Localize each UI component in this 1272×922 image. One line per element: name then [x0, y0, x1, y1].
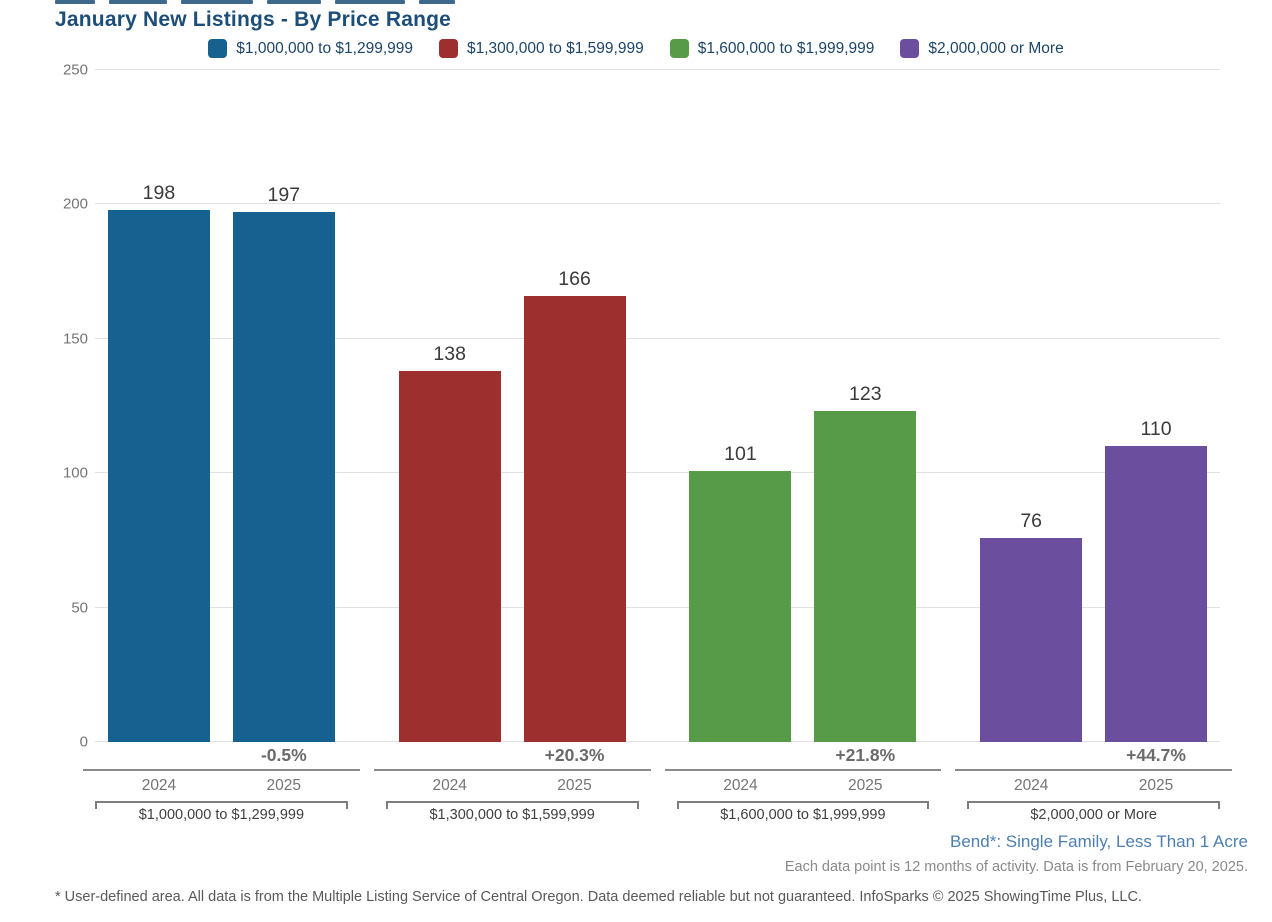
axis-group: +20.3% 2024 2025 $1,300,000 to $1,599,999	[373, 742, 651, 828]
bar-value-label: 76	[1020, 509, 1043, 532]
legend-item: $1,300,000 to $1,599,999	[439, 39, 644, 58]
bar-2025: 166	[523, 268, 626, 742]
x-axis: -0.5% 2024 2025 $1,000,000 to $1,299,999 +20…	[83, 742, 1232, 828]
legend-swatch-icon	[669, 39, 689, 58]
gridline	[95, 606, 1220, 608]
gridline	[95, 741, 1220, 742]
bar-value-label: 138	[433, 343, 466, 366]
y-tick-label: 0	[79, 733, 88, 751]
bars-row: 198 197 138 166 101 123 76 110	[95, 70, 1220, 742]
plot-area: 198 197 138 166 101 123 76 110	[95, 69, 1220, 742]
legend-item: $2,000,000 or More	[900, 39, 1064, 58]
y-tick-label: 200	[62, 195, 88, 213]
axis-group: -0.5% 2024 2025 $1,000,000 to $1,299,999	[83, 742, 360, 828]
bar-2024: 101	[689, 443, 792, 742]
bar-rect	[814, 411, 917, 742]
pct-change-label: +21.8%	[835, 745, 896, 765]
legend-swatch-icon	[439, 39, 458, 58]
bar-rect	[1105, 446, 1208, 742]
year-label: 2025	[557, 777, 592, 794]
y-tick-label: 100	[62, 464, 88, 482]
y-tick-label: 150	[62, 330, 88, 348]
year-label: 2024	[141, 777, 177, 794]
gridline	[95, 69, 1220, 70]
bar-group: 101 123	[677, 70, 930, 742]
bar-value-label: 110	[1140, 418, 1172, 441]
legend-swatch-icon	[208, 39, 228, 58]
bar-value-label: 198	[142, 181, 176, 204]
bar-rect	[523, 295, 626, 742]
bar-2025: 197	[232, 184, 335, 742]
bar-2024: 76	[980, 510, 1083, 742]
axis-group: +21.8% 2024 2025 $1,600,000 to $1,999,999	[664, 742, 942, 828]
gridline	[95, 472, 1220, 474]
bar-value-label: 123	[849, 383, 882, 406]
pct-change-label: +20.3%	[544, 745, 605, 765]
group-bracket	[385, 801, 639, 809]
pct-change-label: +44.7%	[1126, 745, 1186, 765]
year-label: 2025	[1138, 777, 1174, 794]
axis-group: +44.7% 2024 2025 $2,000,000 or More	[955, 742, 1232, 828]
bar-value-label: 166	[558, 267, 591, 290]
legend-swatch-icon	[900, 39, 920, 58]
disclaimer-footnote: * User-defined area. All data is from th…	[55, 889, 1142, 905]
bar-2025: 123	[814, 383, 917, 742]
bar-2024: 138	[398, 343, 501, 742]
group-bracket	[967, 801, 1220, 809]
group-label: $2,000,000 or More	[1030, 807, 1157, 823]
group-bracket	[676, 801, 930, 809]
legend-label: $1,000,000 to $1,299,999	[236, 39, 413, 57]
bar-rect	[689, 470, 792, 742]
bar-value-label: 101	[724, 442, 757, 465]
bar-value-label: 197	[267, 184, 301, 207]
year-label: 2025	[266, 777, 302, 794]
bar-rect	[107, 209, 210, 742]
axis-divider-line	[664, 769, 942, 771]
bar-2024: 198	[107, 182, 210, 742]
bar-rect	[980, 537, 1083, 742]
bar-group: 76 110	[967, 70, 1220, 742]
year-label: 2024	[1013, 777, 1049, 794]
group-bracket	[95, 801, 348, 809]
legend-item: $1,600,000 to $1,999,999	[669, 39, 875, 58]
clipped-text-fragment	[55, 0, 455, 4]
chart-title: January New Listings - By Price Range	[55, 8, 452, 31]
y-axis: 0 50 100 150 200 250	[0, 62, 88, 751]
year-label: 2024	[432, 777, 467, 794]
y-tick-label: 250	[62, 61, 88, 79]
legend-label: $2,000,000 or More	[928, 39, 1064, 57]
gridline	[95, 203, 1220, 205]
axis-divider-line	[955, 769, 1232, 771]
axis-divider-line	[373, 769, 651, 771]
y-tick-label: 50	[71, 599, 88, 617]
bar-2025: 110	[1105, 418, 1208, 742]
bar-group: 198 197	[95, 70, 348, 742]
legend-label: $1,600,000 to $1,999,999	[697, 39, 875, 57]
pct-change-label: -0.5%	[260, 745, 307, 765]
gridline	[95, 337, 1220, 339]
legend-label: $1,300,000 to $1,599,999	[467, 39, 644, 57]
area-note: Bend*: Single Family, Less Than 1 Acre	[950, 832, 1248, 851]
group-label: $1,300,000 to $1,599,999	[429, 807, 595, 823]
year-label: 2024	[723, 777, 758, 794]
bar-group: 138 166	[386, 70, 639, 742]
group-label: $1,600,000 to $1,999,999	[720, 807, 886, 823]
axis-divider-line	[83, 769, 360, 771]
chart-legend: $1,000,000 to $1,299,999 $1,300,000 to $1…	[0, 39, 1272, 58]
year-label: 2025	[848, 777, 883, 794]
group-label: $1,000,000 to $1,299,999	[138, 807, 305, 823]
data-note: Each data point is 12 months of activity…	[784, 859, 1248, 875]
bar-rect	[232, 212, 335, 742]
legend-item: $1,000,000 to $1,299,999	[208, 39, 413, 58]
bar-rect	[398, 371, 501, 742]
